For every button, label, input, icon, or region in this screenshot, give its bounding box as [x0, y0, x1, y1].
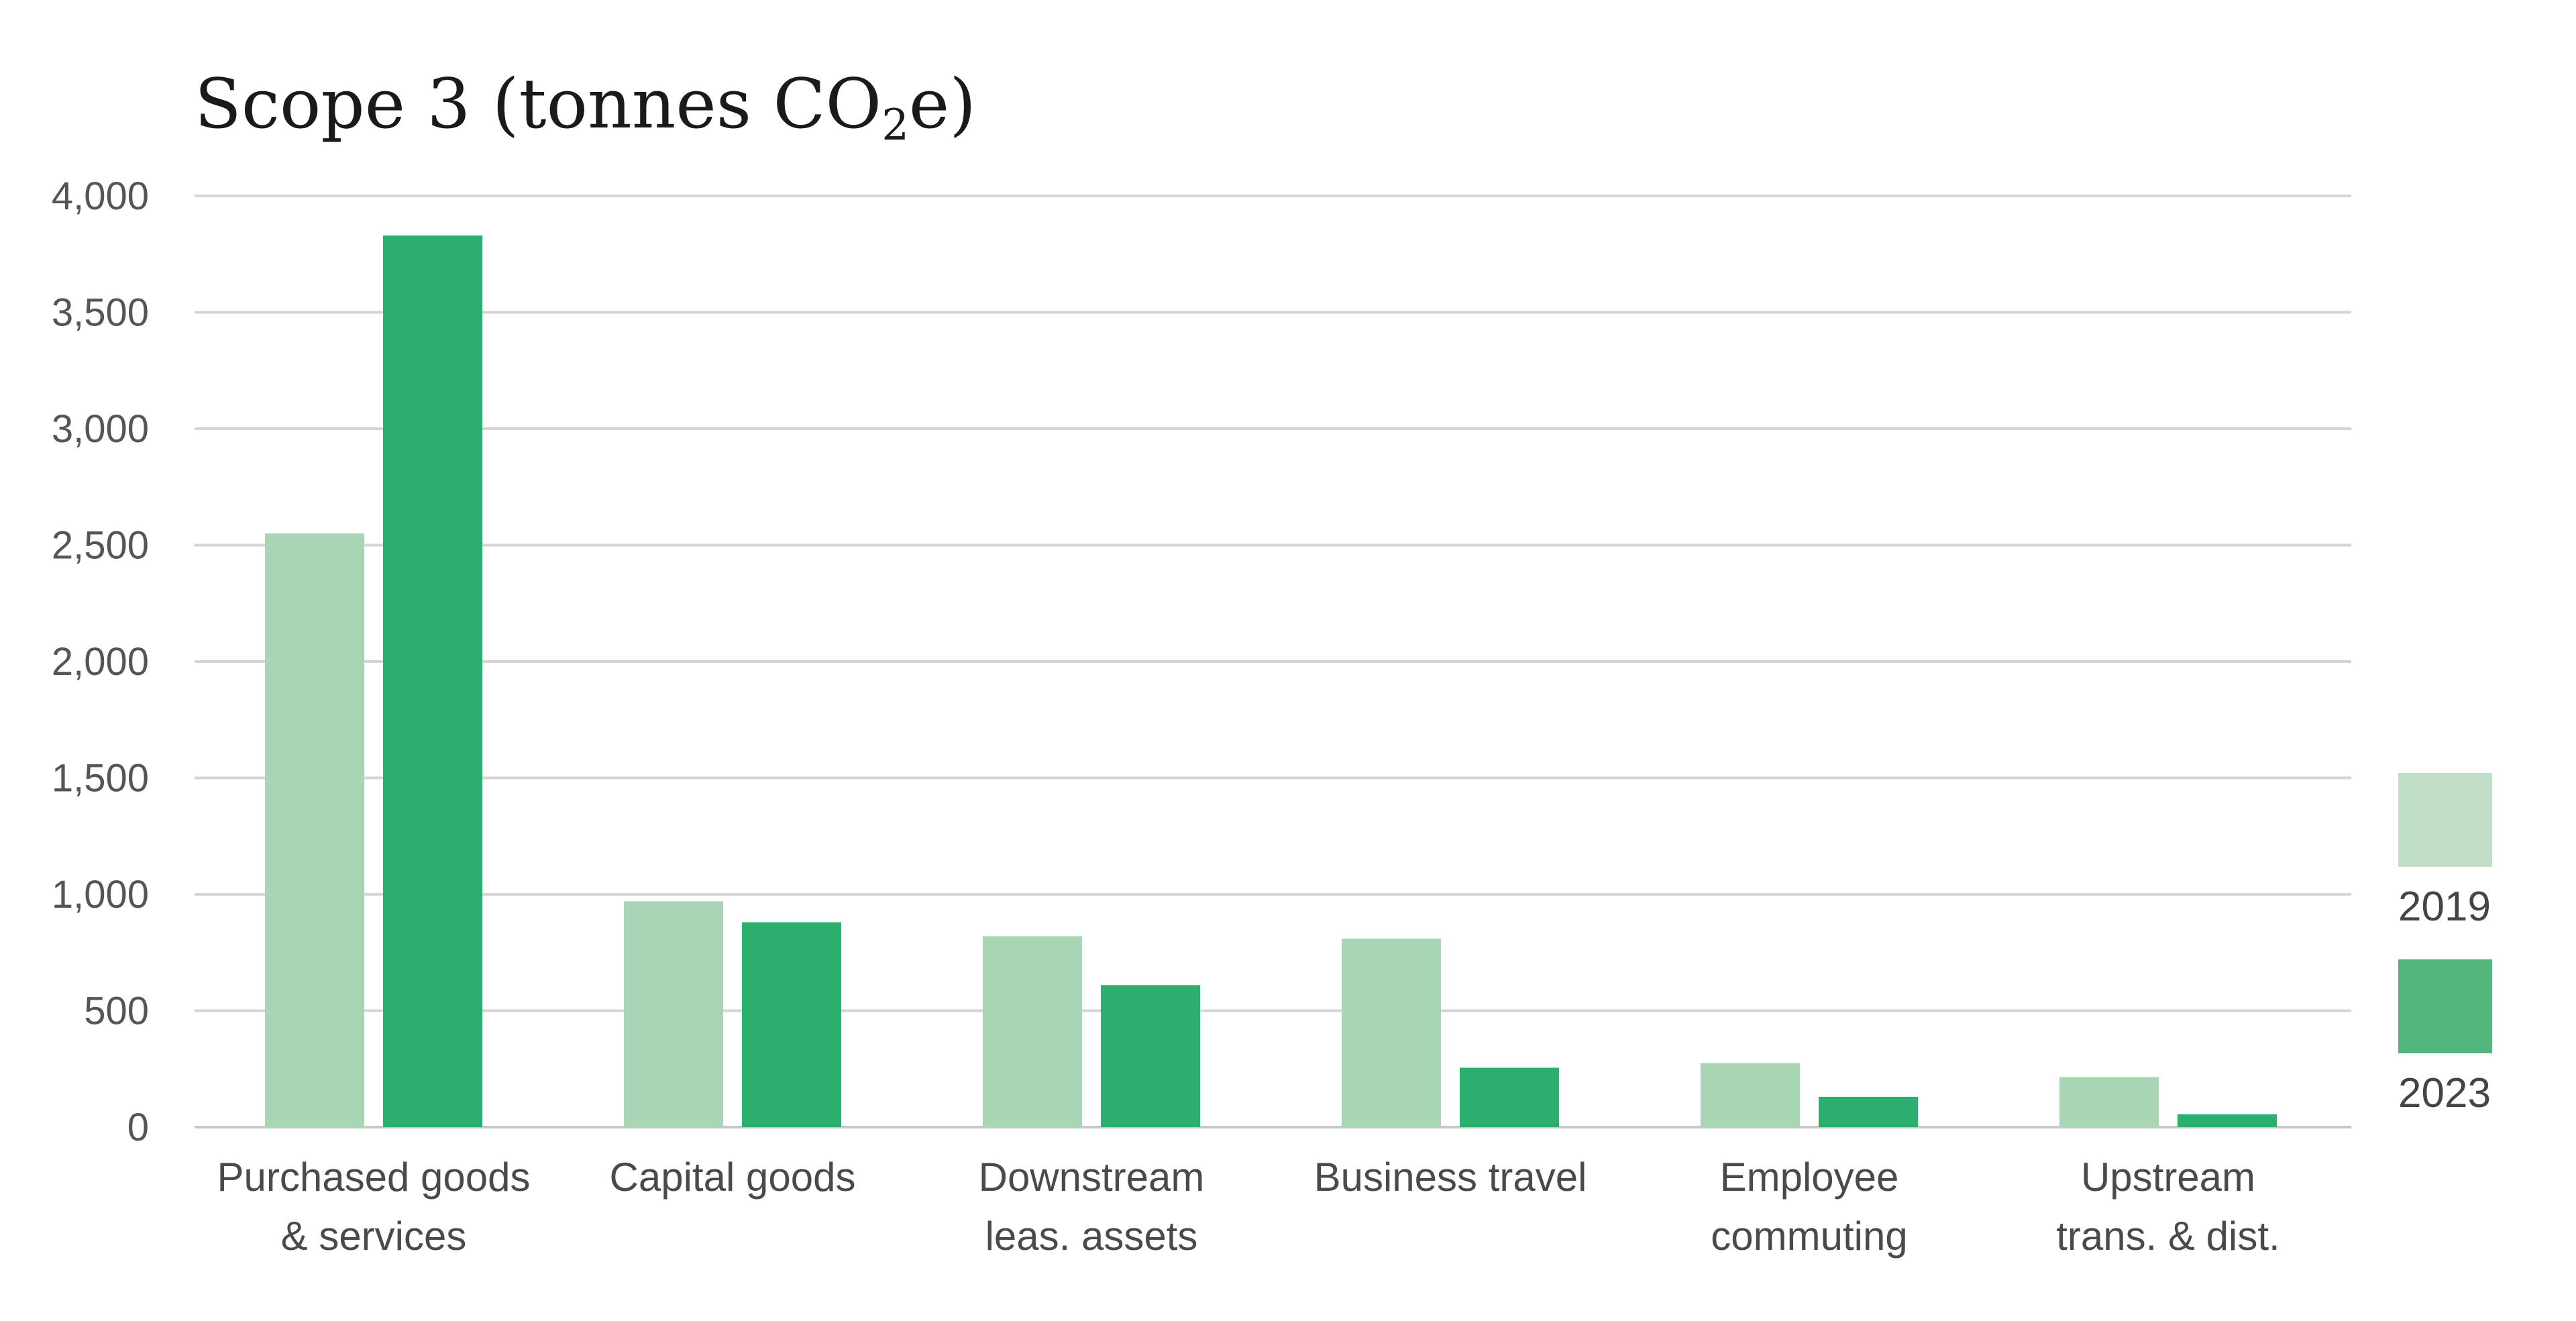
- y-tick-label: 3,500: [52, 291, 149, 335]
- x-category-label: & services: [281, 1214, 467, 1259]
- x-category-label: trans. & dist.: [2056, 1214, 2279, 1259]
- x-category-label: Employee: [1720, 1155, 1899, 1200]
- bar-2023: [2178, 1114, 2277, 1127]
- chart-title: Scope 3 (tonnes CO2e): [195, 64, 976, 150]
- chart-title-main: Scope 3 (tonnes CO: [195, 64, 881, 144]
- bar-2023: [1460, 1067, 1559, 1127]
- chart-title-suffix: e): [909, 64, 976, 144]
- legend: 2019 2023: [2398, 773, 2492, 1116]
- y-tick-label: 4,000: [52, 174, 149, 218]
- bar-2019: [624, 901, 723, 1127]
- y-tick-label: 1,500: [52, 757, 149, 800]
- y-tick-label: 2,000: [52, 640, 149, 684]
- x-axis-labels: Purchased goods & services Capital goods Do…: [217, 1155, 2280, 1259]
- y-axis-ticks: 0 500 1,000 1,500 2,000 2,500 3,000 3,500 4,000: [52, 174, 149, 1149]
- bars: [265, 235, 2277, 1127]
- bar-2019: [2059, 1077, 2159, 1127]
- x-category-label: Business travel: [1314, 1155, 1587, 1200]
- y-tick-label: 0: [127, 1106, 149, 1149]
- y-tick-label: 2,500: [52, 524, 149, 568]
- legend-swatch: [2398, 773, 2492, 867]
- y-tick-label: 500: [84, 990, 149, 1033]
- y-tick-label: 3,000: [52, 407, 149, 451]
- legend-label: 2023: [2398, 1070, 2491, 1116]
- bar-2019: [983, 936, 1082, 1127]
- bar-2019: [1342, 938, 1441, 1127]
- chart-title-subscript: 2: [881, 101, 909, 150]
- bar-2023: [1819, 1096, 1918, 1127]
- bar-2019: [1701, 1063, 1800, 1127]
- x-category-label: Purchased goods: [217, 1155, 531, 1200]
- x-category-label: Capital goods: [610, 1155, 856, 1200]
- legend-swatch: [2398, 959, 2492, 1053]
- gridlines: [195, 195, 2351, 1128]
- bar-2019: [265, 533, 364, 1127]
- x-category-label: leas. assets: [985, 1214, 1198, 1259]
- bar-2023: [383, 235, 482, 1127]
- bar-2023: [1101, 985, 1200, 1127]
- bar-2023: [742, 922, 841, 1127]
- legend-label: 2019: [2398, 884, 2491, 930]
- x-category-label: Downstream: [979, 1155, 1205, 1200]
- x-category-label: commuting: [1711, 1214, 1907, 1259]
- x-category-label: Upstream: [2081, 1155, 2255, 1200]
- y-tick-label: 1,000: [52, 873, 149, 916]
